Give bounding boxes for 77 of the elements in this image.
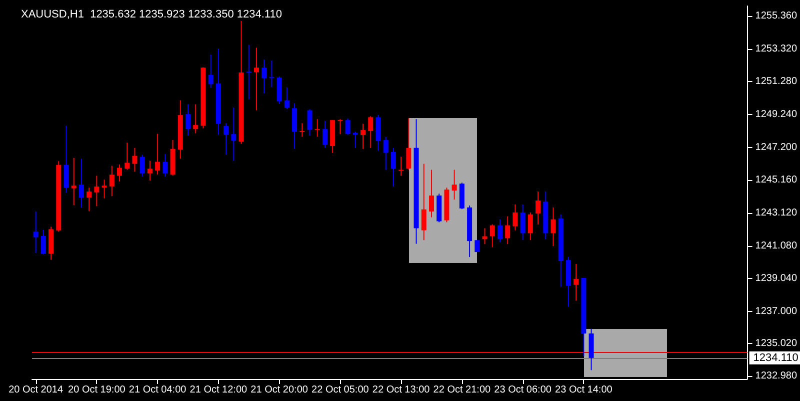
x-tick-label: 21 Oct 04:00: [128, 384, 187, 396]
candlestick: [536, 191, 541, 225]
candlestick: [338, 118, 343, 135]
candlestick: [322, 120, 328, 148]
y-tick-label: 1245.160: [755, 174, 798, 186]
y-tick-label: 1253.320: [755, 43, 798, 54]
candlestick: [94, 175, 100, 207]
y-tick-label: 1232.980: [755, 370, 798, 382]
x-tick-label: 20 Oct 2014: [8, 384, 64, 396]
x-tick-label: 23 Oct 06:00: [494, 384, 552, 396]
candlestick: [497, 218, 502, 243]
candlestick: [292, 102, 298, 150]
candlestick: [550, 206, 556, 247]
candlestick: [300, 122, 305, 138]
y-tick-label: 1241.080: [755, 240, 798, 252]
candlestick: [383, 136, 388, 170]
candlestick: [124, 142, 130, 170]
candlestick: [276, 76, 282, 104]
candlestick: [140, 154, 145, 177]
candlestick: [284, 86, 290, 110]
candlestick: [262, 59, 267, 94]
candlestick: [102, 179, 107, 199]
x-tick-label: 21 Oct 20:00: [250, 384, 308, 396]
x-tick-label: 21 Oct 12:00: [190, 384, 248, 396]
candlestick: [505, 216, 510, 245]
candlestick: [193, 104, 198, 134]
y-tick-label: 1251.280: [755, 76, 798, 88]
candlestick: [490, 224, 495, 248]
candlestick: [231, 107, 236, 161]
x-tick-label: 22 Oct 21:00: [433, 384, 491, 396]
candlestick: [368, 116, 374, 148]
candlestick: [132, 147, 138, 172]
candlestick: [109, 165, 114, 197]
candlestick: [78, 158, 84, 208]
candlestick: [360, 123, 366, 150]
candlestick: [254, 47, 259, 111]
candlestick: [246, 44, 252, 100]
candlestick: [147, 160, 152, 181]
candlestick: [185, 104, 190, 136]
y-tick-label: 1249.240: [755, 108, 798, 120]
candlestick: [162, 153, 168, 177]
x-tick-label: 22 Oct 13:00: [372, 384, 430, 396]
chart-title: XAUUSD,H1 1235.632 1235.923 1233.350 1234.110: [21, 8, 282, 20]
candlestick: [390, 147, 396, 187]
candlestick: [429, 169, 434, 218]
candlestick: [574, 263, 579, 302]
candlestick: [269, 60, 274, 88]
candlestick: [398, 156, 404, 176]
candlestick: [64, 125, 69, 193]
y-tick-label: 1255.360: [755, 10, 798, 22]
candlestick: [208, 54, 214, 88]
candlestick: [33, 210, 38, 254]
candlestick: [406, 118, 412, 170]
candlestick: [155, 133, 160, 175]
candlestick: [345, 118, 350, 136]
y-tick-label: 1235.020: [755, 338, 798, 349]
candlestick: [421, 163, 426, 241]
candlestick: [307, 108, 312, 136]
y-tick-label: 1237.000: [755, 306, 798, 317]
candlestick: [40, 229, 46, 255]
candlestick: [224, 122, 229, 156]
x-tick-label: 22 Oct 05:00: [312, 384, 370, 396]
y-tick-label: 1247.200: [755, 142, 798, 153]
y-tick-label: 1243.120: [755, 207, 798, 218]
candlestick: [512, 204, 518, 231]
x-tick-label: 23 Oct 14:00: [555, 384, 613, 396]
candlestick: [520, 204, 526, 241]
ref-line-label: 1234.110: [753, 352, 798, 364]
candlestick: [117, 164, 122, 182]
candlestick: [314, 118, 320, 138]
candlestick: [452, 169, 457, 200]
y-tick-label: 1239.040: [755, 273, 798, 284]
candlestick: [376, 114, 381, 152]
candlestick: [71, 157, 76, 206]
candlestick: [86, 187, 92, 212]
x-tick-label: 20 Oct 19:00: [68, 384, 126, 396]
candlestick: [528, 212, 533, 241]
